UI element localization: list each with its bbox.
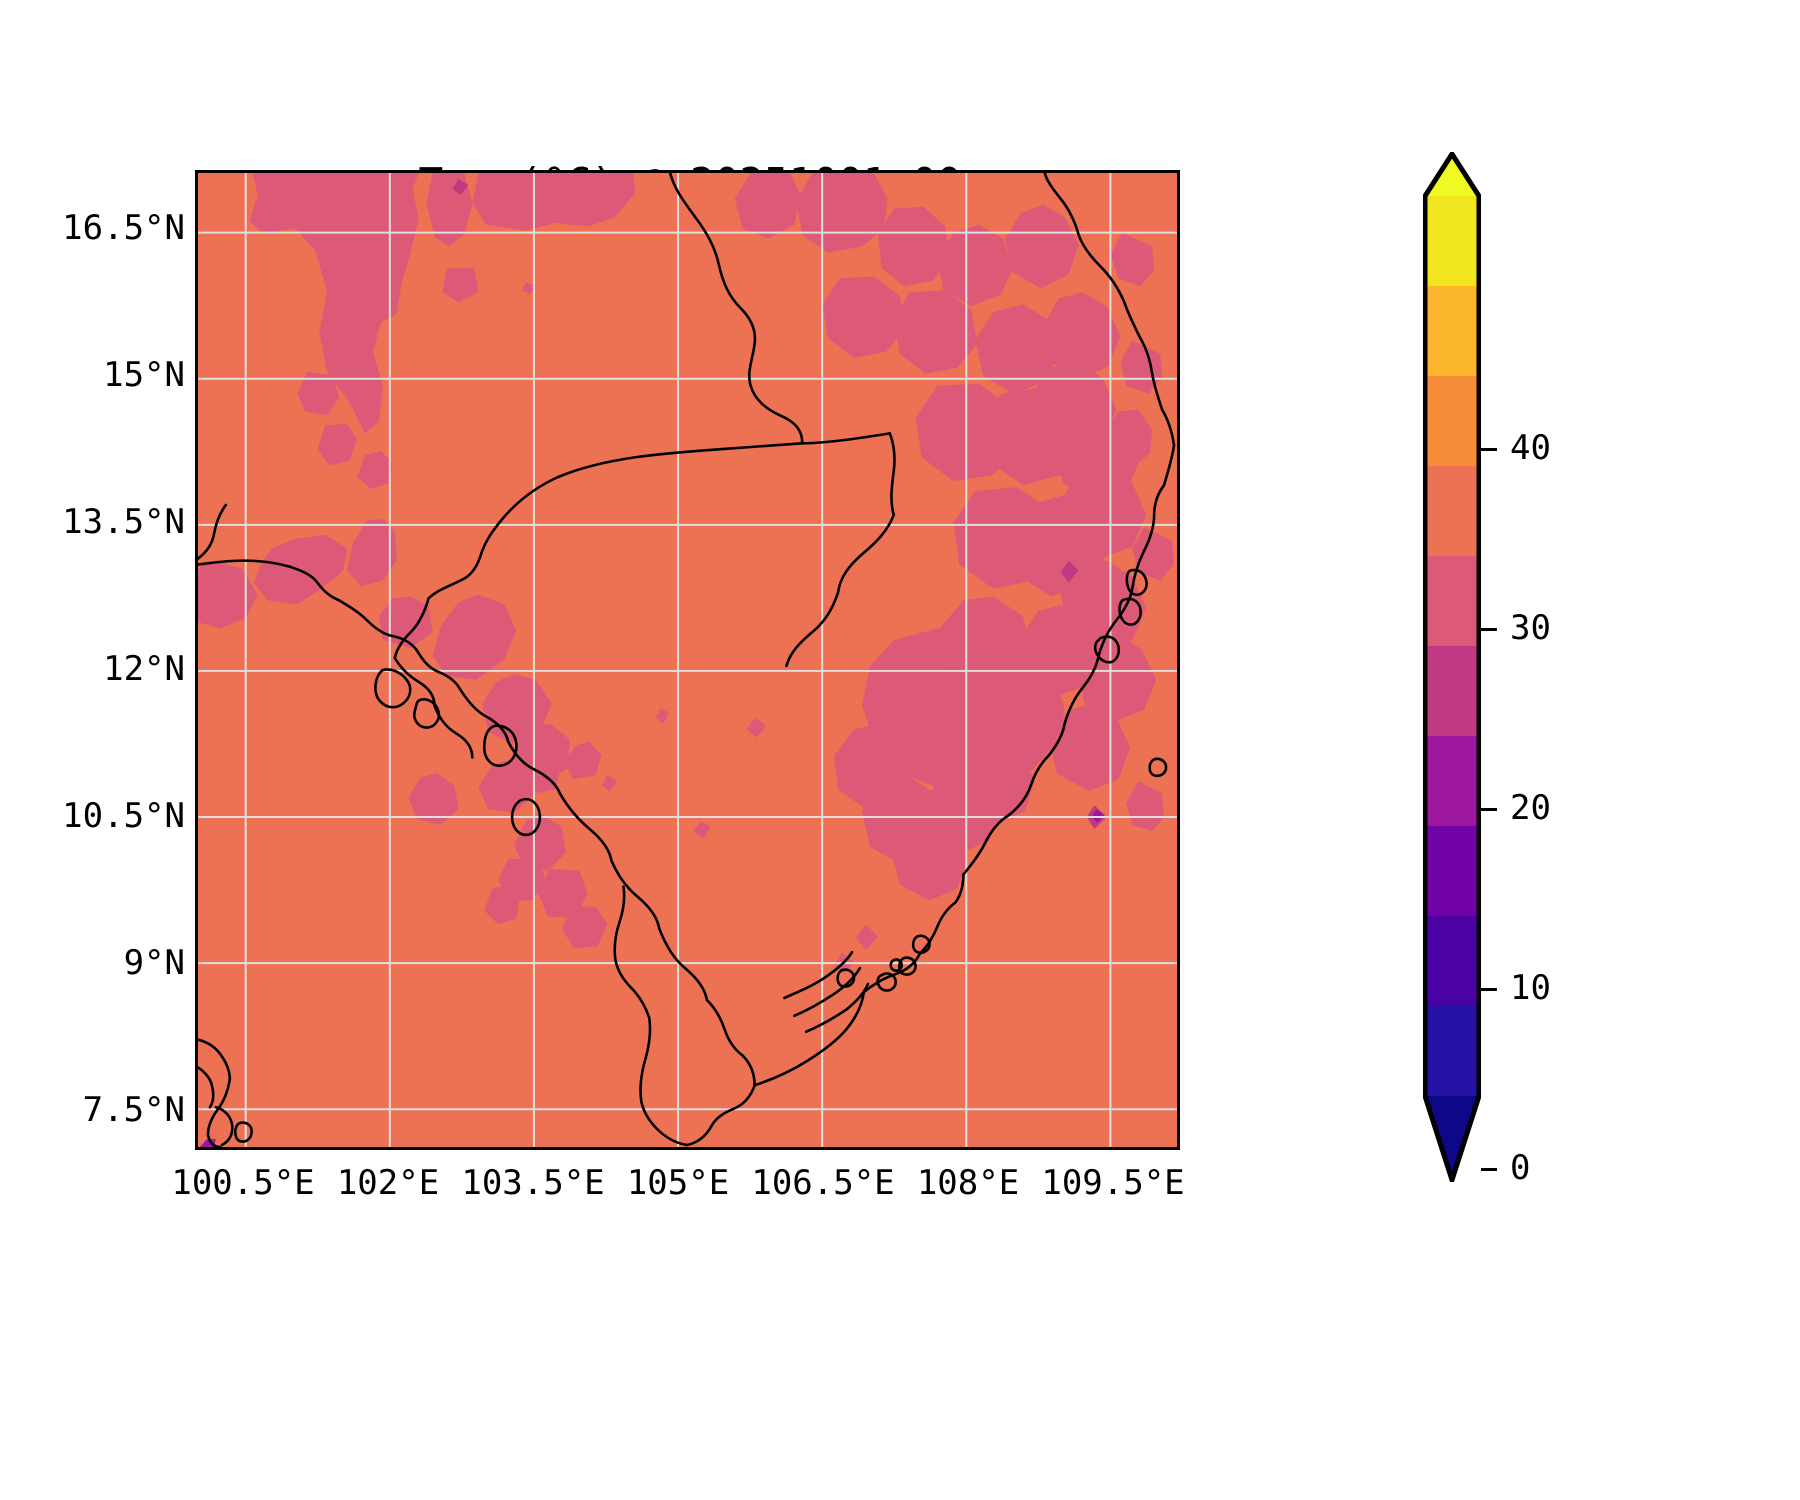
coastline-and-borders [198,173,1176,1147]
xtick-label-106-5E: 106.5°E [751,1163,895,1203]
xtick-label-108E: 108°E [916,1163,1020,1203]
colorbar-tickmark-20 [1481,808,1497,811]
colorbar-tickmark-0 [1481,1168,1497,1171]
ytick-label-7-5N: 7.5°N [82,1090,185,1130]
colorbar-outline [1423,152,1481,1182]
colorbar-ticklabel-30: 30 [1510,608,1551,648]
ytick-label-9N: 9°N [123,943,185,983]
colorbar-tickmark-40 [1481,448,1497,451]
colorbar-band-15-20 [1425,646,1479,736]
xtick-label-105E: 105°E [626,1163,730,1203]
colorbar-band-25-30 [1425,466,1479,556]
ytick-label-15N: 15°N [103,355,185,395]
colorbar[interactable] [1423,152,1481,1182]
xtick-label-103-5E: 103.5°E [461,1163,605,1203]
ytick-label-16-5N: 16.5°N [62,208,185,248]
colorbar-ticklabel-40: 40 [1510,428,1551,468]
colorbar-tickmark-10 [1481,988,1497,991]
colorbar-extend-over [1425,154,1479,196]
xtick-label-100-5E: 100.5°E [171,1163,315,1203]
colorbar-gradient [1423,152,1481,1182]
ytick-label-13-5N: 13.5°N [62,502,185,542]
colorbar-band-10-15 [1425,736,1479,826]
ytick-label-12N: 12°N [103,649,185,689]
colorbar-ticklabel-10: 10 [1510,968,1551,1008]
map-axes [195,170,1180,1150]
colorbar-band-40-45 [1425,196,1479,286]
colorbar-band-5-10 [1425,826,1479,916]
xtick-label-109-5E: 109.5°E [1041,1163,1185,1203]
colorbar-band-30-35 [1425,376,1479,466]
colorbar-band-0-5 [1425,916,1479,1006]
colorbar-extend-under [1425,1096,1479,1180]
colorbar-ticklabel-0: 0 [1510,1148,1531,1188]
xtick-label-102E: 102°E [336,1163,440,1203]
colorbar-ticklabel-20: 20 [1510,788,1551,828]
ytick-label-10-5N: 10.5°N [62,796,185,836]
colorbar-band-35-40 [1425,286,1479,376]
temperature-field [198,173,1177,1147]
colorbar-tickmark-30 [1481,628,1497,631]
map-gridlines [198,173,1177,1147]
colorbar-band-20-25 [1425,556,1479,646]
colorbar-band-neg5-0 [1425,1006,1479,1096]
